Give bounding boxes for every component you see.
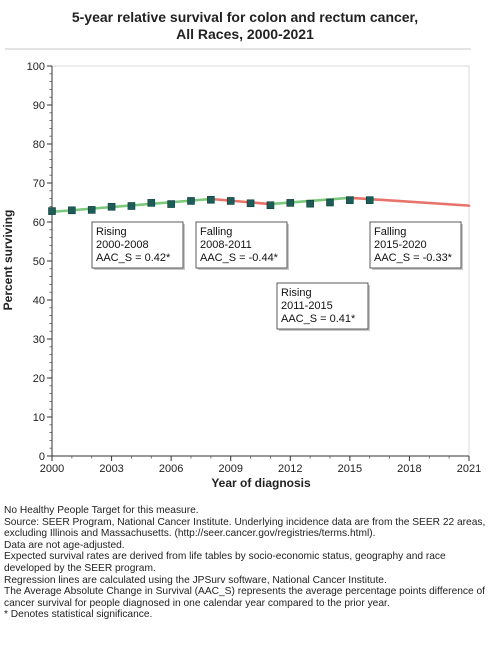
x-tick-label: 2009 xyxy=(218,463,242,475)
annotation-text: Falling xyxy=(374,226,406,238)
observed-point xyxy=(68,206,76,215)
observed-point xyxy=(326,198,334,207)
annotation-text: Rising xyxy=(281,287,312,299)
y-axis-label: Percent surviving xyxy=(1,210,15,311)
annotation-text: AAC_S = -0.44* xyxy=(200,252,279,264)
y-tick-label: 90 xyxy=(33,100,45,112)
observed-point xyxy=(127,202,136,210)
x-tick-label: 2021 xyxy=(457,463,481,475)
footnote-expected-rates: Expected survival rates are derived from… xyxy=(4,551,446,574)
x-tick-label: 2000 xyxy=(40,463,64,475)
y-tick-label: 10 xyxy=(33,412,45,424)
x-tick-label: 2012 xyxy=(278,463,302,475)
observed-point xyxy=(286,199,295,207)
y-tick-label: 60 xyxy=(33,217,45,229)
annotation-text: 2015-2020 xyxy=(374,239,427,251)
annotation-box xyxy=(369,221,462,269)
observed-point xyxy=(246,199,255,208)
x-tick-label: 2006 xyxy=(159,463,183,475)
observed-point xyxy=(187,197,195,205)
annotation-box xyxy=(276,282,369,330)
footnote-regression: Regression lines are calculated using th… xyxy=(4,574,387,586)
observed-point xyxy=(107,202,116,211)
footnotes: No Healthy People Target for this measur… xyxy=(4,505,488,621)
observed-point xyxy=(365,196,374,204)
annotation-text: 2011-2015 xyxy=(281,300,333,312)
observed-point xyxy=(346,196,354,204)
observed-point xyxy=(48,207,56,215)
x-tick-label: 2003 xyxy=(99,463,123,475)
x-tick-label: 2015 xyxy=(338,463,362,475)
footnote-target: No Healthy People Target for this measur… xyxy=(4,505,199,516)
axes: 0 10 20 30 40 50 60 70 80 90 100 2000 2003 2006 2009 20… xyxy=(27,61,482,475)
observed-point xyxy=(207,195,215,204)
observed-point xyxy=(306,199,314,208)
annotation-text: AAC_S = 0.41* xyxy=(281,313,356,325)
observed-point xyxy=(167,200,175,208)
observed-point xyxy=(266,201,275,210)
x-axis-label: Year of diagnosis xyxy=(211,476,311,490)
observed-points xyxy=(48,195,374,215)
survival-chart: 5-year relative survival for colon and r… xyxy=(1,9,482,490)
trend-segment-falling xyxy=(209,197,272,206)
y-tick-label: 80 xyxy=(33,139,45,151)
y-tick-label: 20 xyxy=(33,373,45,385)
annotation-box xyxy=(195,221,288,269)
annotation-text: 2000-2008 xyxy=(96,239,149,251)
y-tick-label: 50 xyxy=(33,256,45,268)
annotation-text: 2008-2011 xyxy=(200,239,252,251)
x-tick-label: 2018 xyxy=(397,463,421,475)
footnote-aac-definition: The Average Absolute Change in Survival … xyxy=(4,586,485,609)
y-tick-label: 30 xyxy=(33,334,45,346)
observed-point xyxy=(147,199,156,207)
annotation-text: Falling xyxy=(200,226,232,238)
annotation-text: Rising xyxy=(96,226,127,238)
annotation-text: AAC_S = 0.42* xyxy=(96,252,171,264)
footnote-source: Source: SEER Program, National Cancer In… xyxy=(4,516,486,540)
annotation-text: AAC_S = -0.33* xyxy=(374,252,453,264)
footnote-age-adjusted: Data are not age-adjusted. xyxy=(4,539,125,551)
footnote-significance: * Denotes statistical significance. xyxy=(4,609,153,621)
y-tick-label: 40 xyxy=(33,295,45,307)
y-tick-label: 70 xyxy=(33,178,45,190)
y-tick-label: 0 xyxy=(39,451,45,463)
annotation-box xyxy=(91,221,184,269)
observed-point xyxy=(226,197,235,205)
y-tick-label: 100 xyxy=(27,61,45,73)
chart-title-line-1: 5-year relative survival for colon and r… xyxy=(72,9,418,25)
chart-title-line-2: All Races, 2000-2021 xyxy=(176,26,314,42)
observed-point xyxy=(87,206,96,214)
